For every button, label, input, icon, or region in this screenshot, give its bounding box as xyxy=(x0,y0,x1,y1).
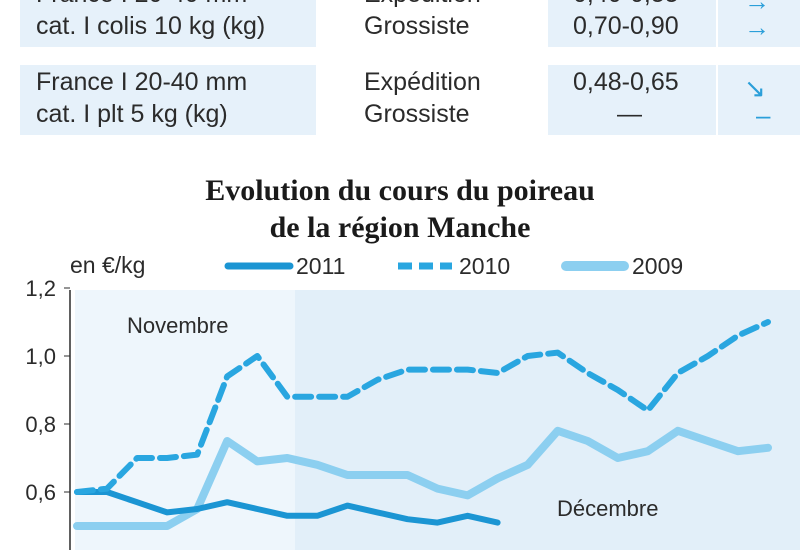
chart-title: Evolution du cours du poireau xyxy=(205,174,595,207)
product-name: France I 20-40 mm xyxy=(36,68,248,96)
y-tick-label: 0,6 xyxy=(25,480,56,505)
series-line-2011 xyxy=(74,489,501,526)
trend-arrow-icon: ↘ xyxy=(744,73,766,103)
stage-label: Grossiste xyxy=(364,100,470,128)
y-tick-label: 1,2 xyxy=(25,276,56,301)
row-bg xyxy=(20,65,316,135)
y-tick-label: 1,0 xyxy=(25,344,56,369)
price-value: 0,70-0,90 xyxy=(573,12,679,40)
price-value: 0,48-0,65 xyxy=(573,68,679,96)
stage-label: Grossiste xyxy=(364,12,470,40)
row-bg xyxy=(548,65,716,135)
price-value: 0,40-0,55 xyxy=(573,0,679,10)
stage-label: Expédition xyxy=(364,68,481,96)
trend-arrow-icon: → xyxy=(744,0,770,16)
y-tick-label: 0,4 xyxy=(25,548,56,550)
december-panel xyxy=(295,290,800,550)
product-size: cat. I colis 10 kg (kg) xyxy=(36,12,266,40)
price-table: France I 20-40 mm cat. I colis 10 kg (kg… xyxy=(0,0,800,162)
trend-arrow-icon: → xyxy=(744,12,770,42)
y-tick-label: 0,8 xyxy=(25,412,56,437)
stage-label: Expédition xyxy=(364,0,481,10)
row-bg xyxy=(20,0,316,47)
legend-label-2009: 2009 xyxy=(632,253,683,279)
annotation-decembre: Décembre xyxy=(557,496,658,521)
legend-label-2011: 2011 xyxy=(296,253,345,279)
row-bg xyxy=(718,0,800,47)
product-name: France I 20-40 mm xyxy=(36,0,247,10)
legend-label-2010: 2010 xyxy=(459,253,510,279)
annotation-novembre: Novembre xyxy=(127,313,228,338)
price-value: — xyxy=(617,100,642,128)
chart-subtitle: de la région Manche xyxy=(269,211,531,244)
y-axis-unit: en €/kg xyxy=(70,252,146,278)
product-size: cat. I plt 5 kg (kg) xyxy=(36,100,228,128)
trend-arrow-icon: – xyxy=(756,100,771,130)
row-bg xyxy=(548,0,716,47)
series-line-2010 xyxy=(74,319,771,495)
row-bg xyxy=(718,65,800,135)
